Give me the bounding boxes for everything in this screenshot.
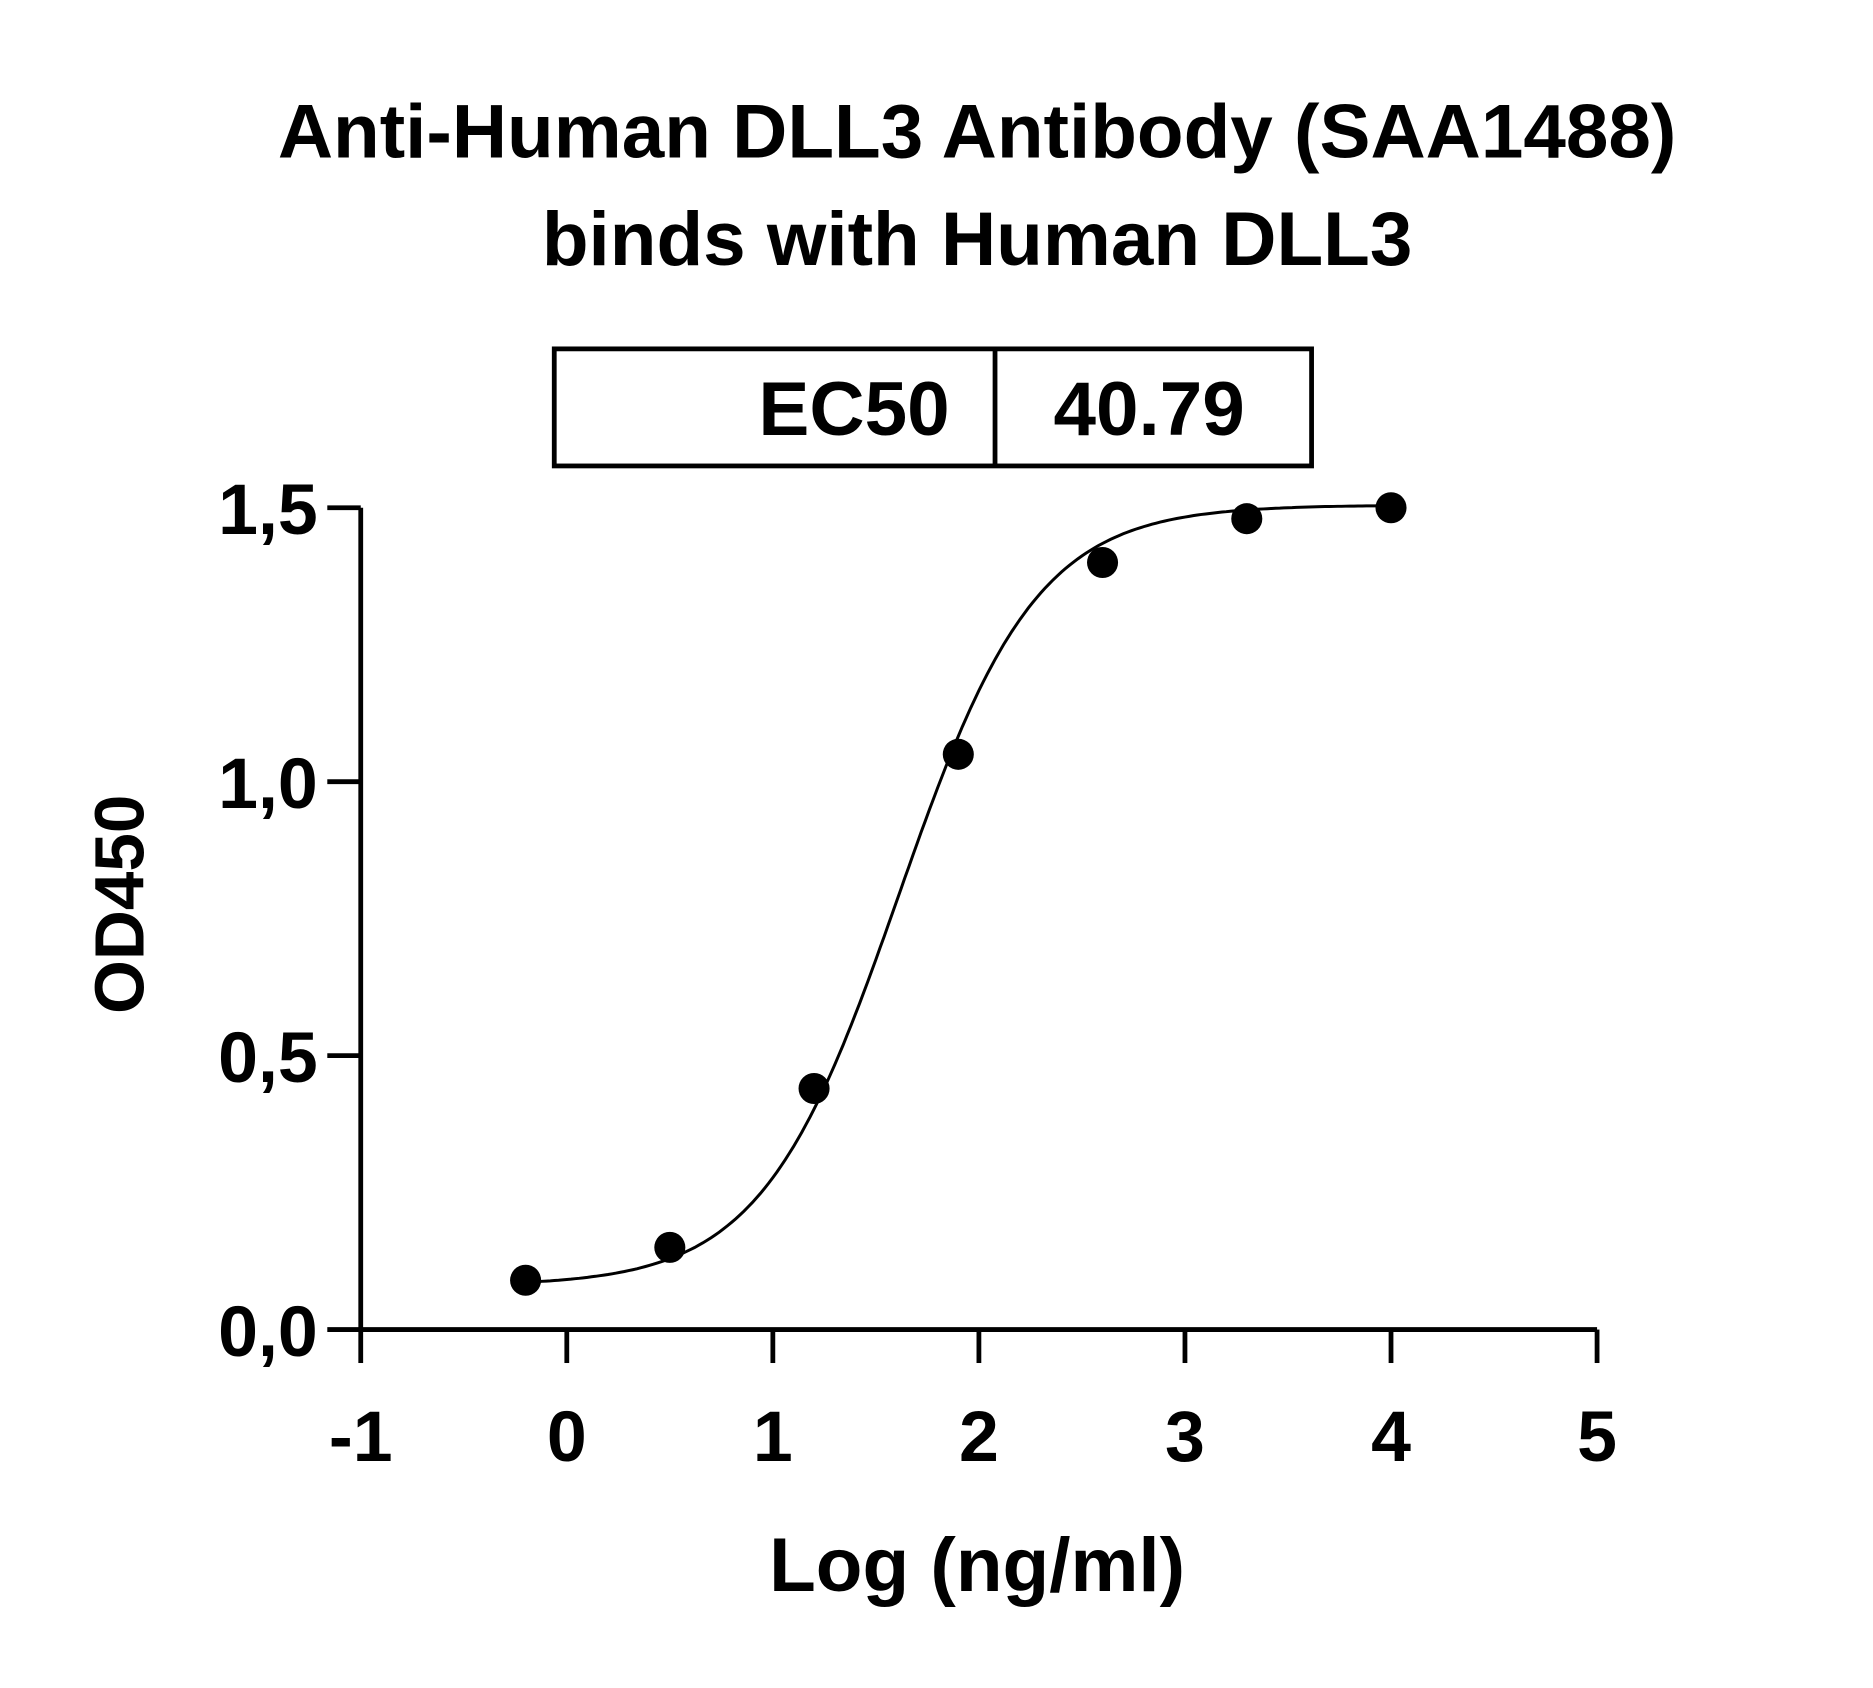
y-tick-label: 1,0: [218, 744, 318, 824]
x-tick-label: 1: [753, 1397, 793, 1477]
data-point: [1087, 547, 1119, 579]
data-point: [1375, 492, 1407, 524]
chart-title-line-1: Anti-Human DLL3 Antibody (SAA1488): [278, 90, 1677, 175]
y-axis-label: OD450: [80, 795, 158, 1014]
ec50-label: EC50: [758, 367, 949, 452]
x-tick-label: 4: [1371, 1397, 1411, 1477]
x-tick-label: 2: [959, 1397, 999, 1477]
x-tick-label: 3: [1165, 1397, 1205, 1477]
fit-curve: [525, 504, 1392, 1284]
data-point: [798, 1072, 830, 1105]
x-axis-label: Log (ng/ml): [769, 1523, 1185, 1608]
ec50-value: 40.79: [1053, 367, 1244, 452]
data-points: [510, 492, 1407, 1296]
y-tick-label: 0,0: [218, 1292, 318, 1372]
data-point: [942, 738, 974, 770]
chart-title-line-2: binds with Human DLL3: [542, 197, 1413, 282]
ec50-table: EC50 40.79: [551, 346, 1314, 469]
data-point: [1231, 503, 1263, 535]
axes: -1 0 1 2 3 4 5 0,0 0,5 1,0 1,5: [218, 470, 1617, 1477]
y-tick-label: 0,5: [218, 1018, 318, 1098]
x-tick-label: 0: [547, 1397, 587, 1477]
data-point: [654, 1231, 686, 1263]
data-point: [510, 1264, 542, 1296]
y-tick-label: 1,5: [218, 470, 318, 550]
x-tick-label: 5: [1577, 1397, 1617, 1477]
x-tick-label: -1: [329, 1397, 393, 1477]
